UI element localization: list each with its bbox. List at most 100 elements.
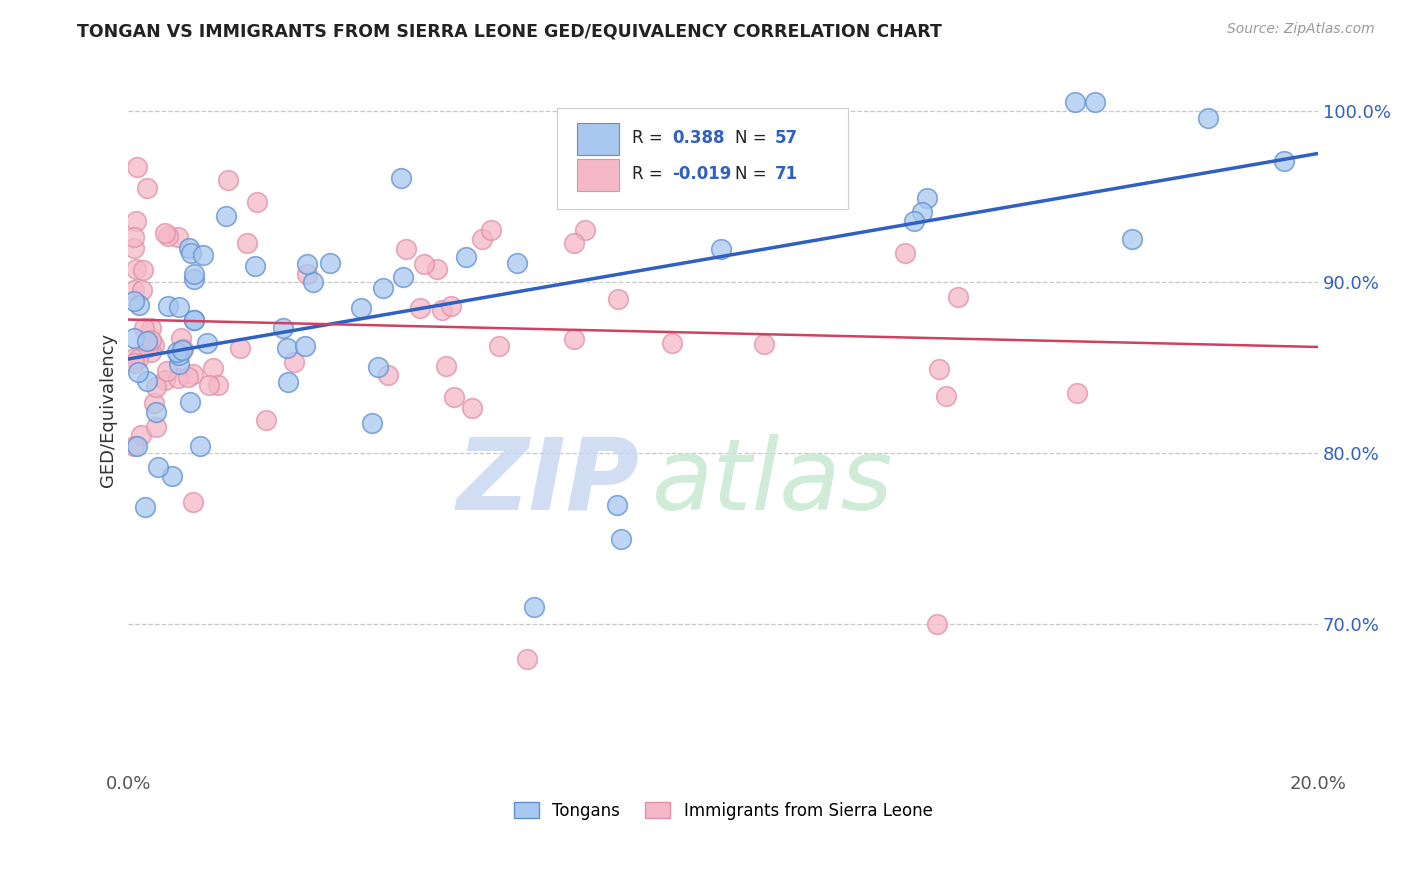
Point	[302, 276, 325, 290]
Point	[148, 459, 170, 474]
Point	[443, 390, 465, 404]
Point	[191, 247, 214, 261]
Point	[167, 301, 190, 315]
Point	[183, 368, 205, 382]
Point	[607, 292, 630, 306]
Point	[127, 439, 149, 453]
Point	[179, 395, 201, 409]
Point	[124, 241, 146, 255]
Point	[1066, 386, 1088, 401]
Point	[127, 351, 149, 366]
Point	[183, 268, 205, 282]
Point	[177, 370, 200, 384]
Point	[350, 301, 373, 315]
Point	[243, 259, 266, 273]
Point	[1197, 111, 1219, 125]
Point	[167, 357, 190, 371]
Point	[610, 532, 633, 546]
Point	[413, 257, 436, 271]
Text: TONGAN VS IMMIGRANTS FROM SIERRA LEONE GED/EQUIVALENCY CORRELATION CHART: TONGAN VS IMMIGRANTS FROM SIERRA LEONE G…	[77, 22, 942, 40]
Point	[710, 242, 733, 256]
Point	[523, 600, 546, 615]
Point	[169, 348, 191, 362]
Point	[124, 356, 146, 370]
Point	[180, 245, 202, 260]
Point	[271, 321, 294, 335]
FancyBboxPatch shape	[557, 108, 848, 209]
Point	[903, 214, 925, 228]
Point	[574, 223, 596, 237]
Point	[139, 334, 162, 348]
Point	[371, 281, 394, 295]
Point	[283, 355, 305, 369]
Point	[754, 336, 776, 351]
Point	[409, 301, 432, 315]
Point	[276, 342, 298, 356]
Point	[156, 364, 179, 378]
Point	[124, 293, 146, 308]
Point	[319, 256, 342, 270]
Point	[430, 302, 453, 317]
Text: N =: N =	[735, 129, 766, 147]
Point	[481, 223, 503, 237]
Point	[156, 229, 179, 244]
Point	[153, 227, 176, 241]
Point	[132, 320, 155, 334]
Point	[181, 495, 204, 509]
Point	[752, 128, 775, 143]
Text: 57: 57	[775, 129, 797, 147]
Text: N =: N =	[735, 165, 766, 184]
Point	[143, 338, 166, 352]
Point	[461, 401, 484, 415]
Point	[124, 284, 146, 298]
Point	[894, 245, 917, 260]
Point	[135, 374, 157, 388]
Text: 0.388: 0.388	[672, 129, 724, 147]
Y-axis label: GED/Equivalency: GED/Equivalency	[100, 334, 117, 487]
Point	[1121, 232, 1143, 246]
Point	[142, 396, 165, 410]
Point	[606, 498, 628, 512]
Point	[377, 368, 399, 383]
Point	[172, 343, 194, 357]
Point	[160, 468, 183, 483]
Point	[201, 361, 224, 376]
Text: Source: ZipAtlas.com: Source: ZipAtlas.com	[1227, 22, 1375, 37]
Point	[276, 375, 298, 389]
Point	[361, 417, 384, 431]
Point	[246, 195, 269, 210]
Point	[131, 283, 153, 297]
Point	[925, 617, 948, 632]
Point	[488, 338, 510, 352]
Point	[440, 299, 463, 313]
Point	[1084, 95, 1107, 109]
Text: R =: R =	[631, 129, 662, 147]
Point	[454, 250, 477, 264]
Point	[124, 439, 146, 453]
Point	[134, 500, 156, 514]
Point	[235, 235, 257, 250]
Point	[129, 427, 152, 442]
Point	[197, 377, 219, 392]
Point	[132, 263, 155, 277]
Point	[172, 343, 194, 358]
Point	[124, 351, 146, 365]
Point	[928, 361, 950, 376]
Point	[183, 272, 205, 286]
Point	[145, 380, 167, 394]
Point	[177, 241, 200, 255]
Point	[136, 181, 159, 195]
Point	[125, 214, 148, 228]
Point	[128, 298, 150, 312]
Point	[136, 334, 159, 348]
Point	[183, 313, 205, 327]
Point	[183, 312, 205, 326]
Point	[392, 270, 415, 285]
Point	[188, 439, 211, 453]
Point	[434, 359, 457, 374]
Point	[562, 332, 585, 346]
Point	[229, 341, 252, 355]
Point	[295, 267, 318, 281]
Bar	[576, 159, 619, 191]
Point	[471, 232, 494, 246]
